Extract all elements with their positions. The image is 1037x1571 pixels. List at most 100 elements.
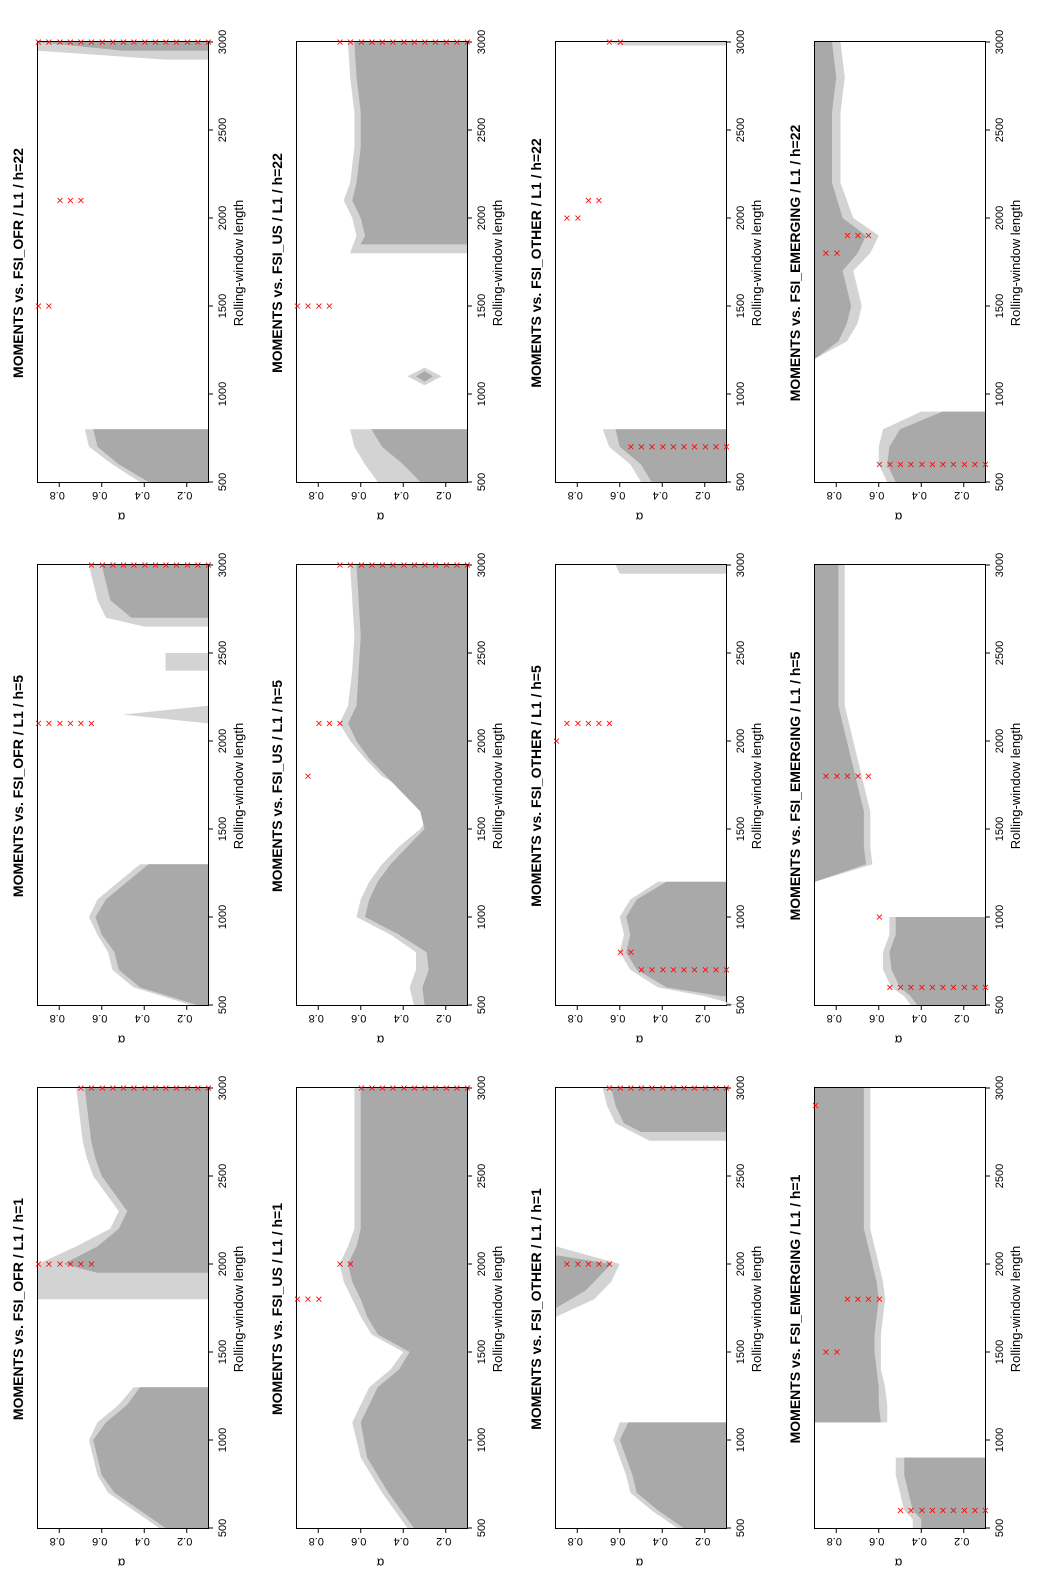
x-tick-label: 1000 xyxy=(476,1428,488,1452)
y-axis-label: α xyxy=(376,1032,385,1048)
x-tick-label: 1000 xyxy=(476,382,488,406)
marker-point: × xyxy=(346,38,357,46)
marker-point: × xyxy=(55,196,66,204)
marker-point: × xyxy=(409,1084,420,1092)
inner-band xyxy=(95,864,208,1005)
marker-point: × xyxy=(65,38,76,46)
inner-band xyxy=(815,1088,881,1423)
y-tick-label: 0.4 xyxy=(135,489,150,501)
marker-point: × xyxy=(885,460,896,468)
inner-band xyxy=(887,411,985,482)
y-axis-label: α xyxy=(635,509,644,525)
y-tick-label: 0.8 xyxy=(827,1535,842,1547)
marker-point: × xyxy=(441,38,452,46)
marker-point: × xyxy=(44,1260,55,1268)
y-tick-label: 0.2 xyxy=(954,1535,969,1547)
x-axis-label: Rolling-window length xyxy=(231,199,246,327)
outer-band xyxy=(609,42,726,46)
inner-band xyxy=(815,565,866,882)
marker-point: × xyxy=(594,719,605,727)
y-axis-label: α xyxy=(376,509,385,525)
marker-point: × xyxy=(626,1084,637,1092)
marker-point: × xyxy=(615,1084,626,1092)
x-tick-label: 1500 xyxy=(994,1340,1006,1364)
x-tick-label: 500 xyxy=(735,996,747,1014)
marker-point: × xyxy=(293,1295,304,1303)
y-tick-label: 0.6 xyxy=(869,1535,884,1547)
marker-point: × xyxy=(34,302,45,310)
marker-point: × xyxy=(853,1295,864,1303)
x-tick-label: 3000 xyxy=(994,1076,1006,1100)
y-tick-label: 0.2 xyxy=(436,489,451,501)
chart-svg: ××××××××××××××××500100015002000250030000… xyxy=(815,30,1006,501)
marker-point: × xyxy=(65,1260,76,1268)
chart-svg: ×××××××××××××××××50010001500200025003000… xyxy=(293,30,489,501)
x-tick-label: 1500 xyxy=(994,294,1006,318)
y-tick-label: 0.2 xyxy=(695,489,710,501)
marker-point: × xyxy=(626,948,637,956)
marker-point: × xyxy=(885,983,896,991)
y-axis-label: α xyxy=(635,1555,644,1571)
marker-point: × xyxy=(821,772,832,780)
marker-point: × xyxy=(441,1084,452,1092)
x-tick-label: 2500 xyxy=(217,641,229,665)
y-tick-label: 0.4 xyxy=(135,1012,150,1024)
marker-point: × xyxy=(150,561,161,569)
marker-point: × xyxy=(324,302,335,310)
chart-title: MOMENTS vs. FSI_OTHER / L1 / h=5 xyxy=(528,665,544,907)
marker-point: × xyxy=(583,1260,594,1268)
marker-point: × xyxy=(193,1084,204,1092)
marker-point: × xyxy=(303,1295,314,1303)
x-tick-label: 2000 xyxy=(476,729,488,753)
marker-point: × xyxy=(658,443,669,451)
x-tick-label: 1500 xyxy=(994,817,1006,841)
chart-panel: MOMENTS vs. FSI_OTHER / L1 / h=22 × × × × × × ×… xyxy=(518,0,777,525)
marker-point: × xyxy=(44,302,55,310)
x-tick-label: 1500 xyxy=(217,817,229,841)
inner-band xyxy=(904,1457,985,1528)
marker-point: × xyxy=(658,966,669,974)
chart-panel: MOMENTS vs. FSI_OFR / L1 / h=1 × × × × × × × × × ×… xyxy=(0,1046,259,1571)
y-tick-label: 0.6 xyxy=(610,1535,625,1547)
marker-point: × xyxy=(97,561,108,569)
marker-point: × xyxy=(637,1084,648,1092)
inner-band xyxy=(556,1255,612,1308)
y-tick-label: 0.6 xyxy=(869,489,884,501)
x-tick-label: 1000 xyxy=(217,905,229,929)
marker-point: × xyxy=(378,38,389,46)
x-tick-label: 3000 xyxy=(217,553,229,577)
marker-point: × xyxy=(356,561,367,569)
chart-panel: MOMENTS vs. FSI_EMERGING / L1 / h=5 × × × × ×… xyxy=(777,523,1036,1048)
marker-point: × xyxy=(314,719,325,727)
x-tick-label: 2500 xyxy=(994,641,1006,665)
y-tick-label: 0.4 xyxy=(912,1012,927,1024)
x-tick-label: 3000 xyxy=(735,553,747,577)
x-tick-label: 3000 xyxy=(994,30,1006,54)
marker-point: × xyxy=(55,1260,66,1268)
chart-title: MOMENTS vs. FSI_OTHER / L1 / h=1 xyxy=(528,1188,544,1430)
x-tick-label: 2000 xyxy=(994,729,1006,753)
marker-point: × xyxy=(399,1084,410,1092)
x-axis-label: Rolling-window length xyxy=(231,722,246,850)
x-tick-label: 2000 xyxy=(217,729,229,753)
marker-point: × xyxy=(452,38,463,46)
marker-point: × xyxy=(129,561,140,569)
x-tick-label: 2000 xyxy=(476,206,488,230)
y-axis-label: α xyxy=(117,509,126,525)
inner-band xyxy=(38,42,208,51)
x-tick-label: 3000 xyxy=(735,1076,747,1100)
x-tick-label: 500 xyxy=(217,996,229,1014)
marker-point: × xyxy=(700,443,711,451)
y-tick-label: 0.8 xyxy=(568,489,583,501)
y-tick-label: 0.6 xyxy=(869,1012,884,1024)
marker-point: × xyxy=(378,561,389,569)
marker-point: × xyxy=(864,1295,875,1303)
marker-point: × xyxy=(970,983,981,991)
y-tick-label: 0.6 xyxy=(351,489,366,501)
y-tick-label: 0.6 xyxy=(610,1012,625,1024)
marker-point: × xyxy=(314,1295,325,1303)
x-axis-label: Rolling-window length xyxy=(1008,199,1023,327)
chart-svg: ×××××××××××××××××50010001500200025003000… xyxy=(303,553,488,1024)
marker-point: × xyxy=(335,1260,346,1268)
